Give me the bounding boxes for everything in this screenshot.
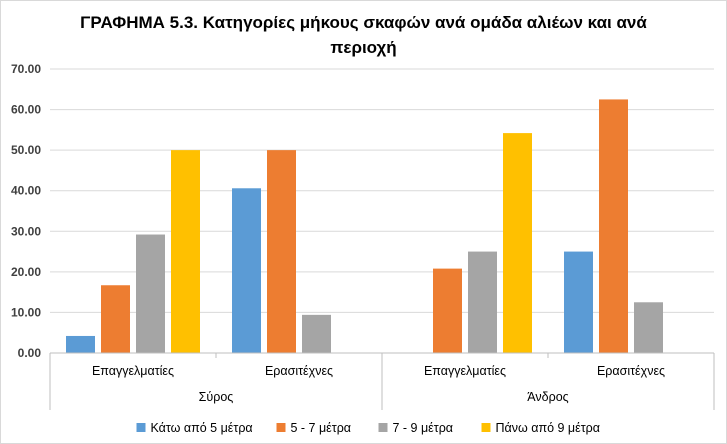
legend-swatch xyxy=(136,423,146,432)
bar xyxy=(433,268,462,353)
x-group-label: Σύρος xyxy=(199,390,234,404)
legend-label: Πάνω από 9 μέτρα xyxy=(496,421,601,435)
chart-title-line-2: περιοχή xyxy=(330,38,397,57)
bar xyxy=(634,302,663,353)
y-tick-label: 40.00 xyxy=(11,184,41,198)
bar xyxy=(564,251,593,353)
bar xyxy=(302,314,331,353)
bar xyxy=(599,99,628,353)
y-tick-label: 50.00 xyxy=(11,143,41,157)
x-group-label: Άνδρος xyxy=(527,390,568,404)
legend-label: Κάτω από 5 μέτρα xyxy=(151,421,253,435)
chart-title-line-1: ΓΡΑΦΗΜΑ 5.3. Κατηγορίες μήκους σκαφών αν… xyxy=(80,13,647,32)
legend-label: 5 - 7 μέτρα xyxy=(291,421,352,435)
y-tick-label: 70.00 xyxy=(11,62,41,76)
y-tick-label: 0.00 xyxy=(18,346,42,360)
bar xyxy=(267,150,296,353)
legend-swatch xyxy=(481,423,491,432)
x-category-label: Ερασιτέχνες xyxy=(265,364,333,378)
chart-title: ΓΡΑΦΗΜΑ 5.3. Κατηγορίες μήκους σκαφών αν… xyxy=(0,10,727,60)
legend-label: 7 - 9 μέτρα xyxy=(393,421,454,435)
y-tick-label: 10.00 xyxy=(11,305,41,319)
y-tick-label: 60.00 xyxy=(11,103,41,117)
bar xyxy=(66,335,95,353)
bar xyxy=(232,188,261,353)
legend-swatch xyxy=(378,423,388,432)
bar xyxy=(503,133,532,353)
bar xyxy=(101,285,130,353)
y-tick-label: 20.00 xyxy=(11,265,41,279)
bar xyxy=(468,251,497,353)
x-category-label: Επαγγελματίες xyxy=(424,364,506,378)
bar xyxy=(136,234,165,353)
y-tick-label: 30.00 xyxy=(11,224,41,238)
x-category-label: Ερασιτέχνες xyxy=(597,364,665,378)
x-category-label: Επαγγελματίες xyxy=(92,364,174,378)
legend-swatch xyxy=(276,423,286,432)
bar xyxy=(171,150,200,353)
